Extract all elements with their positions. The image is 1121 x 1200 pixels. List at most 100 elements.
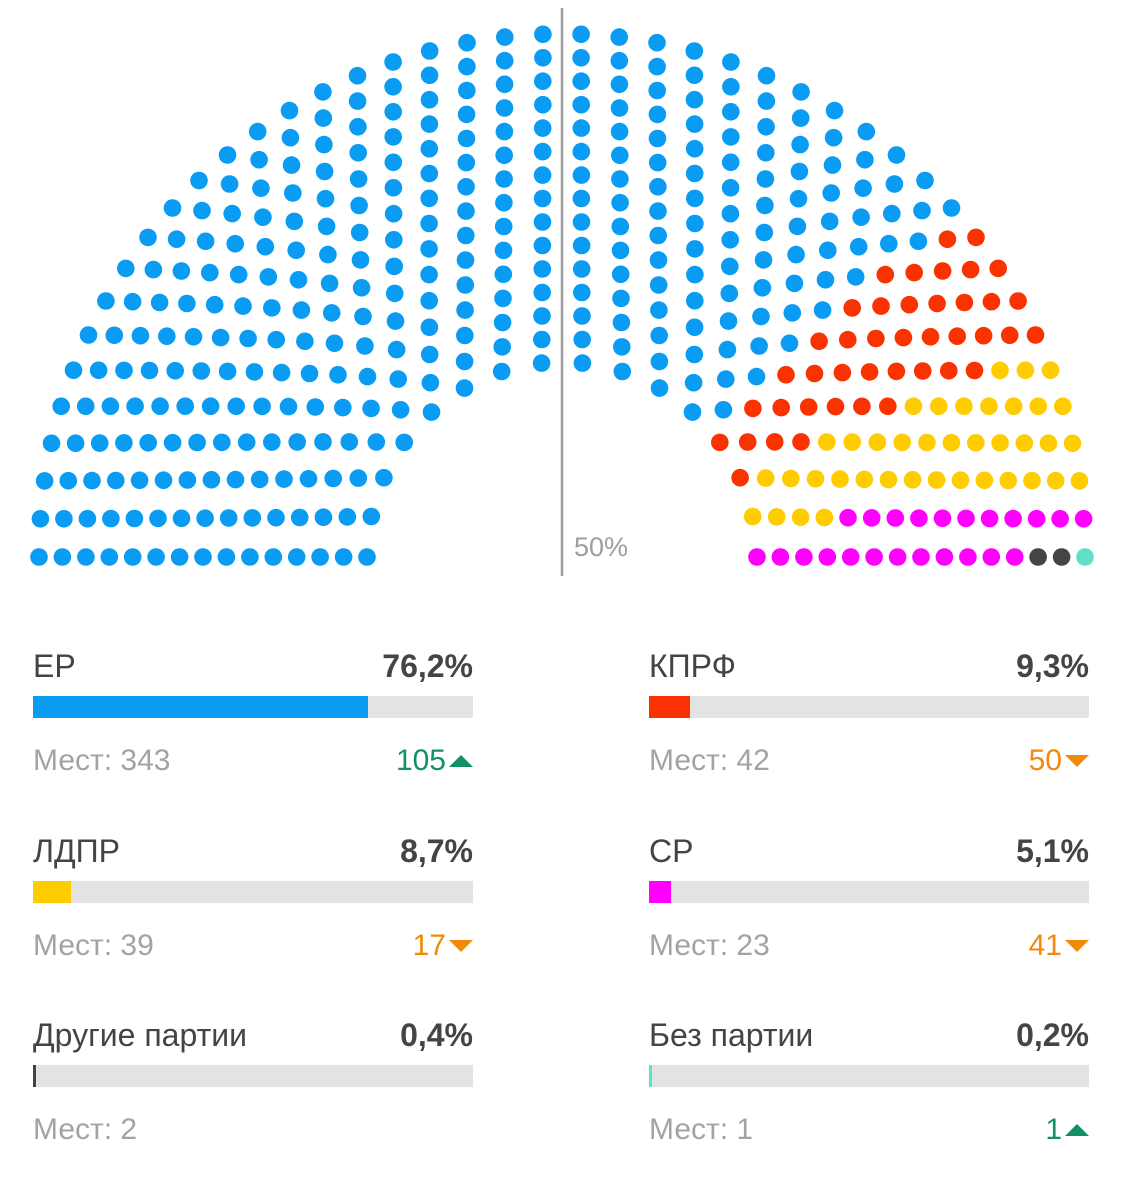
- seat-dot-ldpr: [806, 470, 825, 488]
- seat-dot-er: [107, 471, 125, 490]
- seat-dot-er: [572, 72, 590, 90]
- seat-dot-er: [572, 260, 591, 278]
- seat-dot-er: [532, 354, 551, 372]
- seat-dot-er: [573, 307, 591, 325]
- percent-bar-track: [33, 881, 473, 903]
- seat-dot-sr: [771, 548, 790, 566]
- seat-dot-er: [533, 236, 552, 255]
- seat-dot-er: [243, 509, 262, 527]
- seat-dot-er: [420, 42, 439, 60]
- seat-dot-er: [205, 295, 224, 314]
- seat-dot-er: [572, 236, 591, 255]
- seat-dot-er: [533, 189, 552, 208]
- seat-dot-er: [819, 241, 837, 260]
- seat-dot-er: [139, 228, 157, 247]
- seat-dot-er: [53, 548, 72, 566]
- seat-dot-er: [753, 279, 772, 297]
- seat-dot-er: [316, 189, 335, 208]
- seat-dot-er: [285, 212, 304, 231]
- party-seats: Мест: 39: [33, 929, 154, 962]
- seat-dot-er: [719, 312, 738, 330]
- seat-dot-er: [314, 109, 333, 127]
- seat-dot-kprf: [792, 433, 810, 451]
- seat-dot-er: [721, 204, 740, 223]
- seat-dot-er: [648, 105, 667, 124]
- party-seats: Мест: 23: [649, 929, 770, 962]
- seat-dot-kprf: [938, 230, 957, 248]
- seat-dot-er: [213, 433, 231, 452]
- party-name: КПРФ: [649, 648, 736, 684]
- seat-dot-er: [852, 208, 870, 226]
- seat-dot-er: [245, 363, 264, 381]
- seat-dot-kprf: [872, 297, 890, 315]
- seat-dot-er: [533, 142, 552, 161]
- seat-dot-er: [456, 251, 475, 269]
- seat-change: 50: [1029, 744, 1089, 778]
- seat-dot-er: [123, 548, 142, 566]
- seat-dot-er: [101, 397, 120, 416]
- seat-dot-er: [89, 361, 108, 380]
- seat-dot-kprf: [905, 263, 923, 282]
- seat-dot-er: [385, 231, 403, 249]
- seat-dot-er: [496, 28, 514, 46]
- seat-dot-er: [420, 115, 439, 133]
- seat-dot-er: [229, 265, 248, 284]
- seat-dot-er: [533, 307, 551, 325]
- seat-dot-er: [287, 241, 306, 260]
- seat-dot-er: [254, 208, 272, 226]
- seat-dot-kprf: [933, 262, 952, 280]
- seat-dot-er: [721, 179, 740, 197]
- seat-dot-er: [358, 548, 376, 566]
- seat-dot-er: [790, 162, 809, 181]
- seat-dot-er: [227, 397, 245, 416]
- seat-dot-er: [495, 99, 514, 117]
- seat-dot-er: [534, 49, 552, 67]
- percent-bar-fill: [33, 1065, 36, 1087]
- party-seats: Мест: 343: [33, 744, 171, 777]
- seat-dot-er: [385, 257, 404, 276]
- seat-dot-ldpr: [1029, 397, 1048, 416]
- seat-dot-er: [140, 361, 159, 380]
- seat-dot-kprf: [765, 433, 784, 451]
- seat-dot-er: [825, 101, 844, 120]
- seat-dot-kprf: [982, 292, 1001, 311]
- seat-dot-er: [367, 433, 386, 451]
- seat-dot-ldpr: [782, 469, 800, 488]
- seat-dot-kprf: [1026, 326, 1045, 344]
- seat-dot-kprf: [731, 468, 749, 487]
- seat-dot-er: [389, 370, 408, 388]
- seat-dot-er: [722, 103, 740, 121]
- seat-dot-kprf: [867, 329, 885, 348]
- seat-dot-er: [196, 232, 215, 251]
- seat-dot-er: [420, 90, 439, 109]
- seat-dot-er: [226, 470, 245, 489]
- seat-dot-er: [648, 33, 666, 52]
- seat-dot-er: [241, 548, 259, 566]
- legend-ldpr: ЛДПР 8,7% Мест: 39 17: [33, 813, 473, 963]
- seat-dot-er: [686, 214, 704, 233]
- seat-dot-ldpr: [815, 508, 834, 527]
- seat-dot-er: [420, 189, 439, 208]
- seat-dot-er: [457, 105, 476, 124]
- party-percent: 0,2%: [1016, 1017, 1089, 1053]
- seat-dot-sr: [980, 509, 999, 528]
- seat-dot-er: [648, 57, 666, 76]
- seat-dot-er: [178, 294, 196, 313]
- seat-dot-ldpr: [980, 397, 998, 416]
- seat-dot-kprf: [921, 328, 940, 346]
- seat-dot-er: [849, 237, 868, 256]
- seat-dot-er: [572, 213, 591, 231]
- seat-change: 41: [1029, 929, 1089, 963]
- seat-dot-er: [77, 548, 95, 566]
- seat-dot-er: [649, 202, 667, 220]
- seat-dot-er: [650, 352, 669, 371]
- seat-dot-er: [422, 403, 441, 421]
- seat-dot-er: [610, 122, 629, 141]
- seat-dot-er: [350, 196, 368, 215]
- seat-dot-er: [533, 330, 551, 349]
- seat-dot-er: [219, 509, 238, 527]
- seat-dot-ldpr: [955, 397, 973, 416]
- seat-dot-er: [349, 118, 367, 136]
- seat-dot-ldpr: [903, 471, 922, 489]
- seat-dot-er: [100, 548, 119, 566]
